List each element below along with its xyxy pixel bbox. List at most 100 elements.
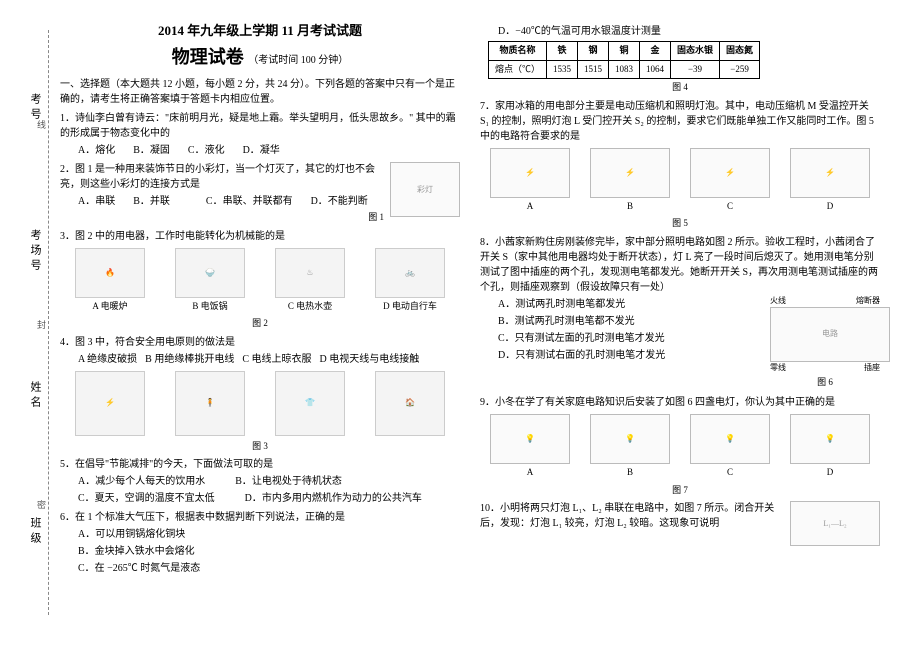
q8-fig-block: 火线熔断器 电路 零线插座 图 6 [770,295,880,392]
question-6-cont: D．−40℃的气温可用水银温度计测量 物质名称 铁 钢 铜 金 固态水银 固态氮… [480,24,880,95]
q4-stem: 4．图 3 中，符合安全用电原则的做法是 [60,335,460,350]
fig3-label: 图 3 [60,440,460,454]
q9-ca-icon: 💡 [490,414,570,464]
fig1-image: 彩灯 [390,162,460,217]
margin-label-name: 姓名 [27,381,43,411]
th-1: 铁 [547,42,578,61]
q9-circuits: 💡A 💡B 💡C 💡D [480,414,880,480]
q5-opt-a: A．减少每个人每天的饮用水 [78,474,205,489]
q3-stem: 3．图 2 中的用电器，工作时电能转化为机械能的是 [60,229,460,244]
th-2: 钢 [578,42,609,61]
fig6-circuit: 电路 [770,307,890,362]
q4-opt-d: D 电视天线与电线接触 [320,352,420,367]
q5-opts: A．减少每个人每天的饮用水 B．让电视处于待机状态 C．夏天，空调的温度不宜太低… [60,474,460,506]
circuit-a-icon: ⚡ [490,148,570,198]
ricecooker-icon: 🍚 [175,248,245,298]
q9-circ-d: 💡D [790,414,870,480]
title-sub: 2014 年九年级上学期 11 月考试试题 [60,20,460,39]
q4-opt-b: B 用绝缘棒挑开电线 [145,352,234,367]
q3-images: 🔥A 电暖炉 🍚B 电饭锅 ♨C 电热水壶 🚲D 电动自行车 [60,248,460,314]
q4-img-b: 🧍 [175,371,245,436]
q8-socket: 插座 [864,362,880,374]
q1-opts: A．熔化 B．凝固 C．液化 D．凝华 [60,143,460,158]
q6-opt-c: C．在 −265℃ 时氮气是液态 [78,561,460,576]
q1-opt-b: B．凝固 [133,143,170,158]
q8-fuse: 熔断器 [856,295,880,307]
q4-images: ⚡ 🧍 👕 🏠 [60,371,460,436]
q7-circuits: ⚡A ⚡B ⚡C ⚡D [480,148,880,214]
title-main: 物理试卷 （考试时间 100 分钟） [60,43,460,69]
q4-opt-c: C 电线上晾衣服 [242,352,311,367]
td-4: 1064 [640,60,671,79]
q7-circ-a: ⚡A [490,148,570,214]
q5-opt-b: B．让电视处于待机状态 [235,474,342,489]
circuit-c-icon: ⚡ [690,148,770,198]
margin-label-class: 班级 [27,517,43,547]
q9-cc-icon: 💡 [690,414,770,464]
q8-stem: 8．小茜家新购住房刚装修完毕，家中部分照明电路如图 2 所示。验收工程时，小茜闭… [480,235,880,295]
q1-opt-a: A．熔化 [78,143,115,158]
fig7-label: 图 7 [480,484,880,498]
question-7: 7．家用冰箱的用电部分主要是电动压缩机和照明灯泡。其中，电动压缩机 M 受温控开… [480,99,880,231]
question-1: 1．诗仙李白曾有诗云："床前明月光，疑是地上霜。举头望明月，低头思故乡。" 其中… [60,111,460,158]
td-1: 1535 [547,60,578,79]
q4-img-d: 🏠 [375,371,445,436]
q3-item-d: 🚲D 电动自行车 [375,248,445,314]
q8-opt-b: B．测试两孔时测电笔都不发光 [498,314,764,329]
q4-opt-a: A 绝缘皮破损 [78,352,137,367]
q6-opts-left: A．可以用铜锅熔化铜块 B．金块掉入铁水中会熔化 C．在 −265℃ 时氮气是液… [60,527,460,576]
q2-opt-c: C．串联、并联都有 [206,194,293,209]
td-5: −39 [671,60,720,79]
q1-opt-c: C．液化 [188,143,225,158]
fig5-label: 图 5 [480,217,880,231]
title-duration: （考试时间 100 分钟） [248,55,348,66]
question-5: 5．在倡导"节能减排"的今天，下面做法可取的是 A．减少每个人每天的饮用水 B．… [60,457,460,506]
question-10: L₁—L₂ 10．小明将两只灯泡 L₁、L₂ 串联在电路中，如图 7 所示。闭合… [480,501,880,531]
q7-circ-d: ⚡D [790,148,870,214]
fig6-label: 图 6 [770,376,880,390]
th-name: 物质名称 [489,42,547,61]
margin-label-room: 考场号 [27,229,43,274]
q2-opt-b: B．并联 [133,194,170,209]
q8-opt-c: C．只有测试左面的孔时测电笔才发光 [498,331,764,346]
column-right: D．−40℃的气温可用水银温度计测量 物质名称 铁 钢 铜 金 固态水银 固态氮… [480,20,880,580]
q9-circ-b: 💡B [590,414,670,480]
th-5: 固态水银 [671,42,720,61]
q9-circ-a: 💡A [490,414,570,480]
q9-cd-icon: 💡 [790,414,870,464]
q9-stem: 9．小冬在学了有关家庭电路知识后安装了如图 6 四盏电灯，你认为其中正确的是 [480,395,880,410]
q8-neutral: 零线 [770,362,786,374]
q2-opt-a: A．串联 [78,194,115,209]
question-8: 8．小茜家新购住房刚装修完毕，家中部分照明电路如图 2 所示。验收工程时，小茜闭… [480,235,880,392]
heater-icon: 🔥 [75,248,145,298]
q5-opt-c: C．夏天，空调的温度不宜太低 [78,491,215,506]
question-3: 3．图 2 中的用电器，工作时电能转化为机械能的是 🔥A 电暖炉 🍚B 电饭锅 … [60,229,460,331]
column-left: 2014 年九年级上学期 11 月考试试题 物理试卷 （考试时间 100 分钟）… [60,20,460,580]
q4-img-a: ⚡ [75,371,145,436]
circuit-d-icon: ⚡ [790,148,870,198]
td-6: −259 [720,60,760,79]
q7-circ-b: ⚡B [590,148,670,214]
td-label: 熔点（℃） [489,60,547,79]
q4-opts: A 绝缘皮破损 B 用绝缘棒挑开电线 C 电线上晾衣服 D 电视天线与电线接触 [60,352,460,367]
q8-opt-d: D．只有测试右面的孔时测电笔才发光 [498,348,764,363]
q8-opts: A．测试两孔时测电笔都发光 B．测试两孔时测电笔都不发光 C．只有测试左面的孔时… [480,297,764,392]
q3-item-a: 🔥A 电暖炉 [75,248,145,314]
title-block: 2014 年九年级上学期 11 月考试试题 物理试卷 （考试时间 100 分钟） [60,20,460,69]
q8-fire: 火线 [770,295,786,307]
q6-opt-b: B．金块掉入铁水中会熔化 [78,544,460,559]
q9-circ-c: 💡C [690,414,770,480]
circuit-b-icon: ⚡ [590,148,670,198]
q6-opt-a: A．可以用铜锅熔化铜块 [78,527,460,542]
margin-label-id: 考号 [27,93,43,123]
question-9: 9．小冬在学了有关家庭电路知识后安装了如图 6 四盏电灯，你认为其中正确的是 💡… [480,395,880,497]
fig2-label: 图 2 [60,317,460,331]
kettle-icon: ♨ [275,248,345,298]
td-2: 1515 [578,60,609,79]
question-4: 4．图 3 中，符合安全用电原则的做法是 A 绝缘皮破损 B 用绝缘棒挑开电线 … [60,335,460,454]
q1-opt-d: D．凝华 [243,143,280,158]
q5-opt-d: D．市内多用内燃机作为动力的公共汽车 [245,491,422,506]
q8-opt-a: A．测试两孔时测电笔都发光 [498,297,764,312]
q2-opts: A．串联 B．并联 C．串联、并联都有 D．不能判断 [60,194,384,209]
th-4: 金 [640,42,671,61]
